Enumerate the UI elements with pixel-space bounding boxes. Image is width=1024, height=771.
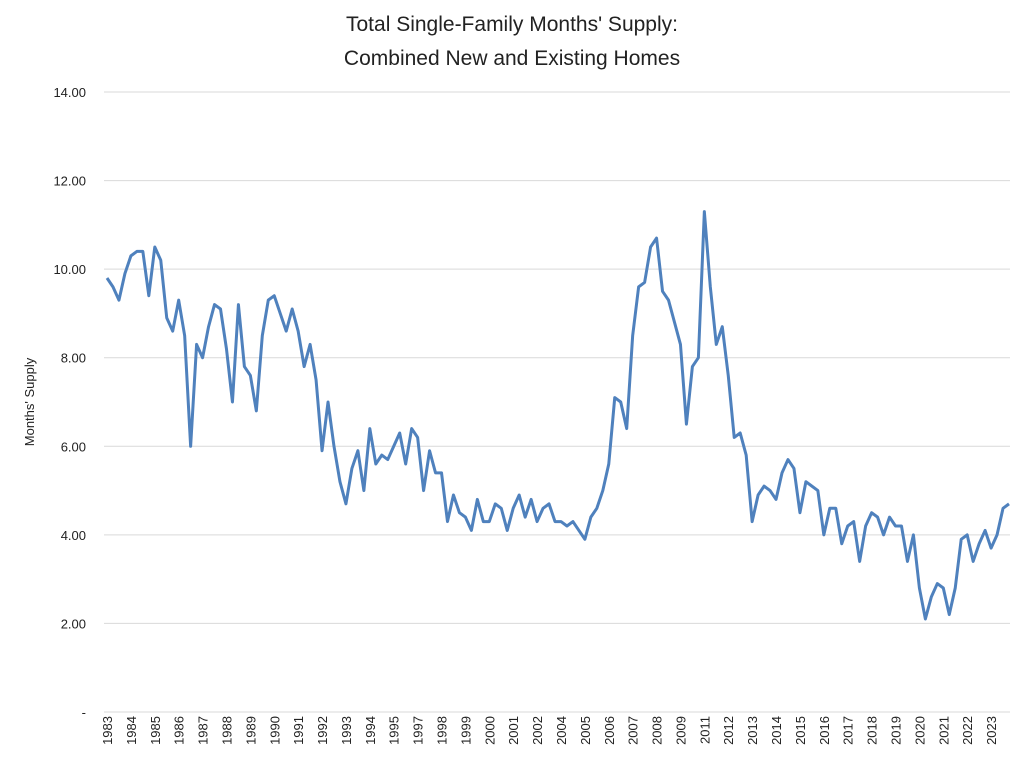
y-tick-label: - bbox=[82, 705, 86, 720]
chart-title: Total Single-Family Months' Supply: bbox=[346, 13, 678, 36]
x-tick-label: 1985 bbox=[148, 716, 163, 745]
x-tick-label: 2004 bbox=[554, 716, 569, 745]
y-tick-label: 12.00 bbox=[53, 174, 86, 189]
x-tick-label: 1986 bbox=[172, 716, 187, 745]
x-tick-label: 1991 bbox=[291, 716, 306, 745]
x-tick-label: 1995 bbox=[387, 716, 402, 745]
y-tick-label: 2.00 bbox=[61, 616, 86, 631]
x-tick-label: 2016 bbox=[817, 716, 832, 745]
x-tick-label: 2007 bbox=[626, 716, 641, 745]
x-tick-label: 1997 bbox=[411, 716, 426, 745]
x-tick-label: 1989 bbox=[243, 716, 258, 745]
x-tick-label: 2006 bbox=[602, 716, 617, 745]
x-tick-label: 2011 bbox=[697, 716, 712, 744]
x-tick-label: 1983 bbox=[100, 716, 115, 745]
x-tick-label: 2005 bbox=[578, 716, 593, 745]
x-tick-label: 1988 bbox=[219, 716, 234, 745]
chart-title: Combined New and Existing Homes bbox=[344, 47, 680, 70]
x-tick-label: 2014 bbox=[769, 716, 784, 745]
x-tick-label: 1984 bbox=[124, 716, 139, 745]
x-tick-label: 1994 bbox=[363, 716, 378, 745]
y-tick-label: 8.00 bbox=[61, 351, 86, 366]
y-axis-label: Months' Supply bbox=[22, 357, 37, 446]
x-tick-label: 2021 bbox=[936, 716, 951, 745]
x-tick-label: 1987 bbox=[196, 716, 211, 745]
x-tick-label: 2020 bbox=[912, 716, 927, 745]
x-tick-label: 1992 bbox=[315, 716, 330, 745]
x-tick-label: 2009 bbox=[673, 716, 688, 745]
x-tick-label: 2008 bbox=[650, 716, 665, 745]
x-tick-label: 1999 bbox=[458, 716, 473, 745]
y-tick-label: 10.00 bbox=[53, 262, 86, 277]
y-tick-label: 14.00 bbox=[53, 85, 86, 100]
x-tick-label: 2017 bbox=[841, 716, 856, 745]
x-tick-label: 2002 bbox=[530, 716, 545, 745]
x-tick-label: 2023 bbox=[984, 716, 999, 745]
x-tick-label: 2012 bbox=[721, 716, 736, 745]
x-tick-label: 1993 bbox=[339, 716, 354, 745]
x-tick-label: 2013 bbox=[745, 716, 760, 745]
x-tick-label: 2018 bbox=[865, 716, 880, 745]
data-line bbox=[105, 210, 1010, 621]
x-tick-label: 2001 bbox=[506, 716, 521, 745]
y-tick-label: 4.00 bbox=[61, 528, 86, 543]
x-tick-label: 2019 bbox=[889, 716, 904, 745]
x-tick-label: 2000 bbox=[482, 716, 497, 745]
x-tick-label: 2015 bbox=[793, 716, 808, 745]
x-tick-label: 1990 bbox=[267, 716, 282, 745]
y-tick-label: 6.00 bbox=[61, 439, 86, 454]
x-tick-label: 2022 bbox=[960, 716, 975, 745]
x-tick-label: 1998 bbox=[435, 716, 450, 745]
